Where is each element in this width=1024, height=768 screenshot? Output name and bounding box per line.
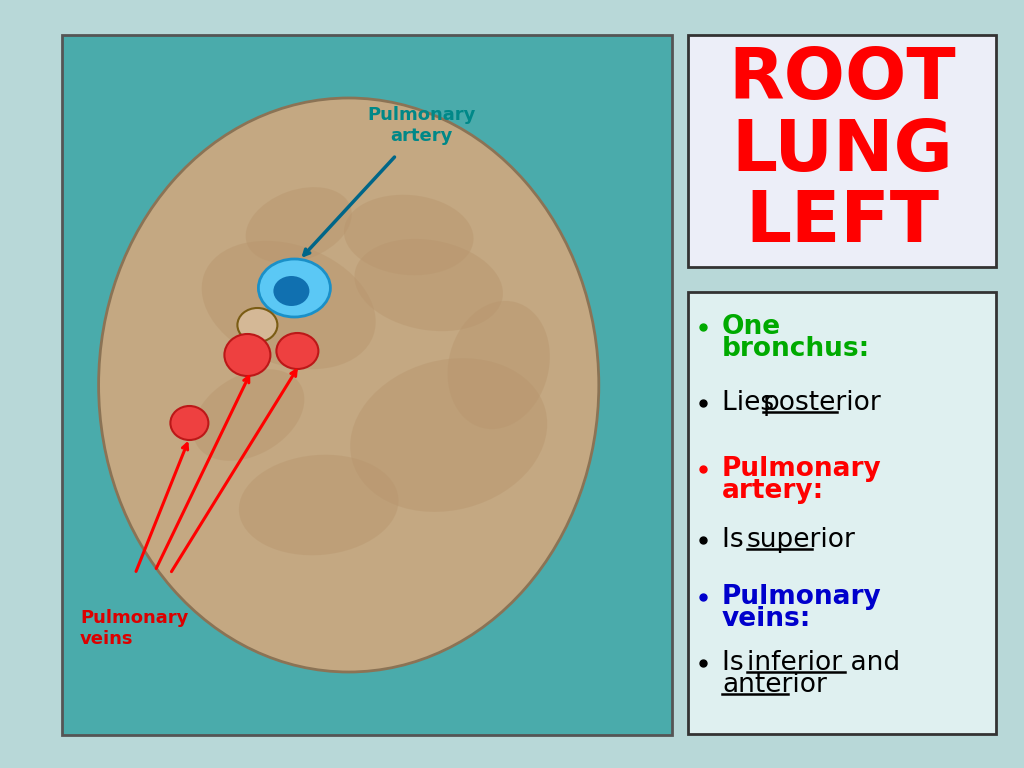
- Text: Lies: Lies: [722, 389, 782, 415]
- Text: LUNG: LUNG: [731, 117, 953, 186]
- Ellipse shape: [170, 406, 209, 440]
- Ellipse shape: [98, 98, 599, 672]
- Text: Pulmonary: Pulmonary: [722, 455, 882, 482]
- Text: anterior: anterior: [722, 672, 826, 698]
- Ellipse shape: [258, 259, 331, 317]
- Text: Pulmonary
artery: Pulmonary artery: [368, 106, 475, 145]
- Text: inferior and: inferior and: [746, 650, 900, 677]
- Text: bronchus:: bronchus:: [722, 336, 870, 362]
- Ellipse shape: [276, 333, 318, 369]
- Ellipse shape: [344, 195, 473, 275]
- Ellipse shape: [193, 369, 304, 461]
- Text: Is: Is: [722, 650, 752, 677]
- Ellipse shape: [238, 308, 278, 342]
- FancyBboxPatch shape: [688, 292, 996, 734]
- Text: veins:: veins:: [722, 606, 811, 632]
- FancyBboxPatch shape: [688, 35, 996, 267]
- Ellipse shape: [350, 358, 547, 512]
- FancyBboxPatch shape: [62, 35, 672, 735]
- Text: LEFT: LEFT: [745, 188, 939, 257]
- Ellipse shape: [447, 301, 550, 429]
- Ellipse shape: [246, 187, 352, 263]
- Ellipse shape: [354, 239, 503, 331]
- Text: posterior: posterior: [763, 389, 882, 415]
- Text: Is: Is: [722, 527, 752, 552]
- Text: superior: superior: [746, 527, 855, 552]
- Ellipse shape: [224, 334, 270, 376]
- Text: artery:: artery:: [722, 478, 824, 504]
- Ellipse shape: [273, 276, 309, 306]
- Ellipse shape: [239, 455, 398, 555]
- Text: Pulmonary: Pulmonary: [722, 584, 882, 610]
- Text: Pulmonary
veins: Pulmonary veins: [80, 609, 188, 647]
- Text: ROOT: ROOT: [728, 45, 955, 114]
- Ellipse shape: [202, 240, 376, 369]
- Text: One: One: [722, 314, 781, 340]
